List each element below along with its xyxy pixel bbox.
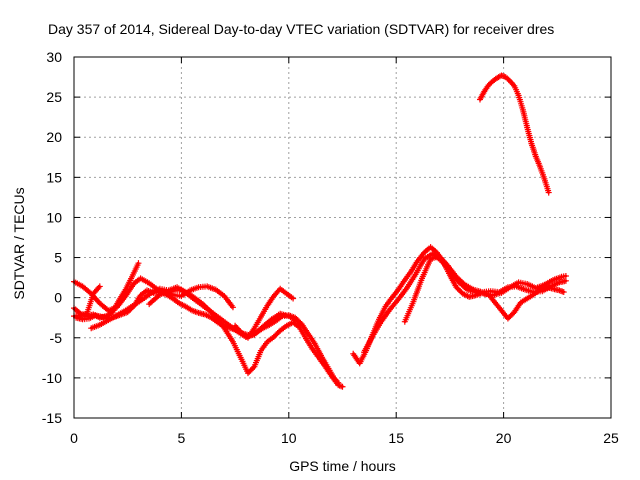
axis-ticks: 0 5 10 15 20 25 -15 -10 -5 0 5 10 15 20 25 30 xyxy=(42,49,619,446)
data-point-marker xyxy=(562,277,569,284)
y-tick-label: 25 xyxy=(46,89,62,105)
data-point-marker xyxy=(294,317,301,324)
data-series-layer xyxy=(71,72,569,390)
x-tick-label: 10 xyxy=(281,430,297,446)
data-point-marker xyxy=(560,289,567,296)
y-tick-label: -5 xyxy=(50,330,63,346)
x-tick-label: 15 xyxy=(388,430,404,446)
y-axis-title: SDTVAR / TECUs xyxy=(11,187,27,299)
y-tick-label: -15 xyxy=(42,410,62,426)
plot-frame xyxy=(73,56,612,419)
series-track-10 xyxy=(401,253,569,325)
y-tick-label: 5 xyxy=(54,250,62,266)
data-point-marker xyxy=(290,295,297,302)
data-point-marker xyxy=(229,304,236,311)
y-tick-label: 15 xyxy=(46,169,62,185)
grid-lines xyxy=(74,57,611,418)
y-tick-label: 30 xyxy=(46,49,62,65)
series-track-6 xyxy=(146,286,346,390)
y-tick-label: -10 xyxy=(42,370,62,386)
series-track-8 xyxy=(350,244,567,367)
series-track-7 xyxy=(232,285,297,341)
y-tick-label: 20 xyxy=(46,129,62,145)
x-tick-label: 5 xyxy=(178,430,186,446)
data-point-marker xyxy=(250,364,257,371)
x-tick-label: 25 xyxy=(603,430,619,446)
series-track-4 xyxy=(71,283,103,320)
y-tick-label: 10 xyxy=(46,209,62,225)
data-point-marker xyxy=(545,189,552,196)
data-point-marker xyxy=(135,260,142,267)
data-point-marker xyxy=(339,383,346,390)
series-track-11 xyxy=(477,72,552,196)
y-tick-label: 0 xyxy=(54,290,62,306)
chart-title: Day 357 of 2014, Sidereal Day-to-day VTE… xyxy=(48,21,554,37)
x-axis-title: GPS time / hours xyxy=(289,458,396,474)
data-point-marker xyxy=(96,283,103,290)
x-tick-label: 0 xyxy=(70,430,78,446)
x-tick-label: 20 xyxy=(496,430,512,446)
